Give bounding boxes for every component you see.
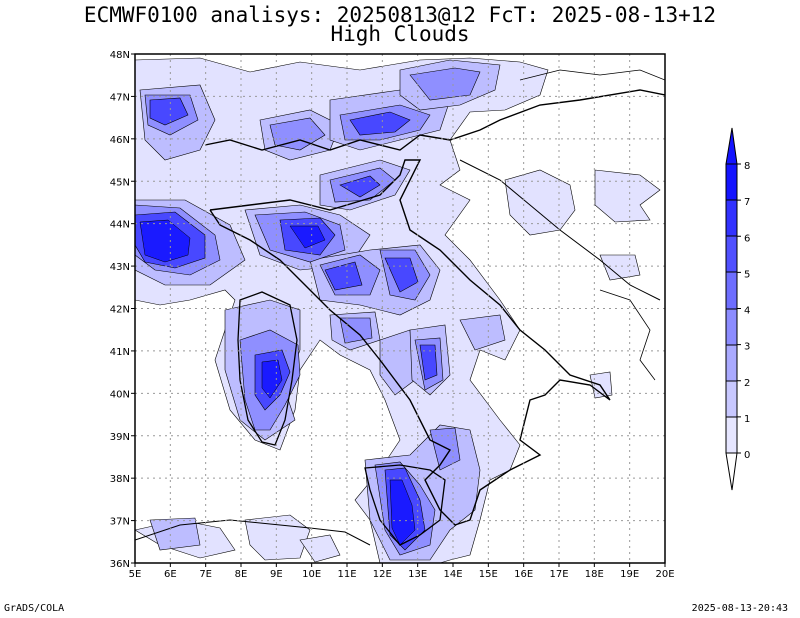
colorbar-label: 0 [744,450,750,461]
colorbar-labels: 0 1 2 3 4 5 6 7 8 [737,161,750,461]
colorbar-label: 8 [744,161,750,172]
lat-tick-label: 36N [110,559,130,570]
colorbar-label: 6 [744,233,750,244]
lon-tick-label: 7E [199,569,212,580]
lon-tick-label: 9E [270,569,283,580]
lat-tick-label: 38N [110,474,130,485]
colorbar-label: 3 [744,342,750,353]
lon-tick-label: 18E [585,569,604,580]
colorbar-segment-0 [725,416,738,454]
colorbar-segment-5 [725,235,738,273]
chart-subtitle: High Clouds [330,22,470,46]
longitude-axis: 5E 6E 7E 8E 9E 10E 11E 12E 13E 14E 15E 16E 17E 18E 19E… [129,563,675,580]
lon-tick-label: 8E [235,569,248,580]
lat-tick-label: 45N [110,177,130,188]
lon-tick-label: 15E [479,569,498,580]
lat-lon-grid [135,54,665,563]
colorbar-segment-6 [725,199,738,237]
colorbar-label: 5 [744,269,750,280]
footer-timestamp: 2025-08-13-20:43 [691,603,788,614]
colorbar-segment-3 [725,308,738,346]
lat-tick-label: 41N [110,347,130,358]
cloud-level-7 [139,219,416,546]
lon-tick-label: 16E [514,569,533,580]
lon-tick-label: 5E [129,569,142,580]
map-area: 5E 6E 7E 8E 9E 10E 11E 12E 13E 14E 15E 16E 17E 18E 19E… [110,50,675,580]
colorbar-segment-7 [725,163,738,201]
colorbar-segment-2 [725,344,738,382]
lat-tick-label: 43N [110,262,130,273]
colorbar-segment-4 [725,271,738,310]
colorbar-label: 2 [744,378,750,389]
colorbar: 0 1 2 3 4 5 6 7 8 [725,127,750,491]
lat-tick-label: 48N [110,50,130,61]
latitude-axis: 48N 47N 46N 45N 44N 43N 42N 41N 40N 39N 38N 37N 36N [110,50,135,570]
lat-tick-label: 47N [110,92,130,103]
colorbar-bottom-arrow [725,452,738,491]
lon-tick-label: 13E [408,569,427,580]
lat-tick-label: 40N [110,389,130,400]
lon-tick-label: 6E [164,569,177,580]
coastlines [135,69,665,546]
lat-tick-label: 46N [110,135,130,146]
lat-tick-label: 42N [110,305,130,316]
footer-software: GrADS/COLA [4,603,65,614]
lon-tick-label: 14E [443,569,462,580]
lon-tick-label: 10E [302,569,321,580]
colorbar-label: 7 [744,197,750,208]
lat-tick-label: 37N [110,517,130,528]
lon-tick-label: 17E [549,569,568,580]
cloud-shading [135,57,661,563]
lon-tick-label: 20E [655,569,674,580]
colorbar-segment-1 [725,380,738,418]
lon-tick-label: 19E [620,569,639,580]
lat-tick-label: 44N [110,220,130,231]
lon-tick-label: 11E [337,569,356,580]
lon-tick-label: 12E [373,569,392,580]
colorbar-label: 4 [744,306,750,317]
colorbar-label: 1 [744,414,750,425]
chart-title: ECMWF0100 analisys: 20250813@12 FcT: 202… [83,3,717,27]
lat-tick-label: 39N [110,432,130,443]
colorbar-top-arrow [725,127,738,165]
